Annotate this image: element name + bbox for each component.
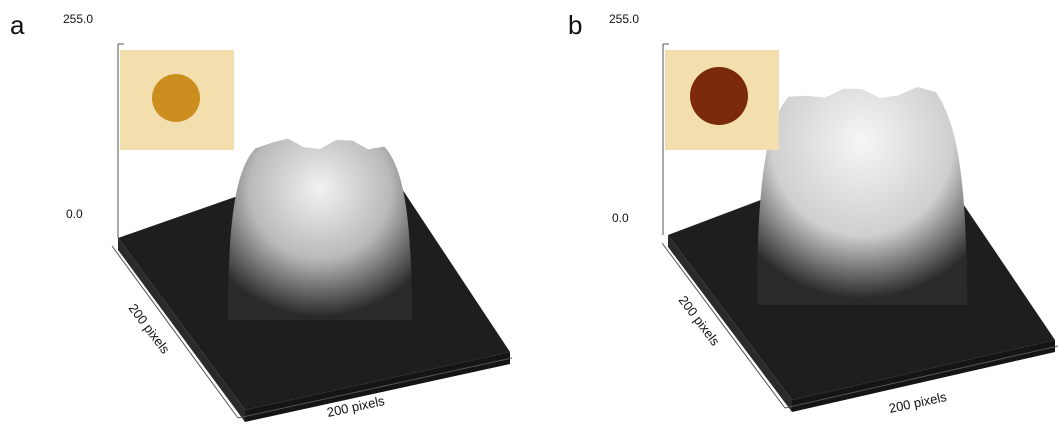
y-axis-line [111, 245, 239, 419]
z-min-label: 0.0 [66, 207, 83, 221]
stained-dot [690, 67, 748, 125]
inset-photo [665, 50, 779, 150]
panel-b: b 255.0 0.0 200 pixels 200 pixels [550, 0, 1060, 427]
inset-photo [120, 50, 234, 150]
z-max-label: 255.0 [609, 12, 640, 26]
z-min-label: 0.0 [612, 211, 629, 225]
x-dimension-label: 200 pixels [888, 389, 949, 416]
surface-base-side [118, 238, 245, 422]
surface-plot: 200 pixels 200 pixels [111, 43, 513, 422]
surface-plot: 200 pixels 200 pixels [661, 43, 1059, 416]
surface-peak [757, 87, 967, 305]
surface-peak [228, 138, 412, 320]
surface-base-front [792, 340, 1055, 412]
panel-letter: b [568, 10, 583, 40]
surface-base-side [668, 235, 792, 412]
panel-letter: a [10, 10, 25, 40]
y-axis-line [661, 242, 786, 409]
x-axis-line [237, 357, 513, 419]
x-axis-line [784, 345, 1059, 409]
z-max-label: 255.0 [63, 12, 94, 26]
inset-image [120, 50, 234, 150]
inset-image [665, 50, 779, 150]
panel-a: a 255.0 0.0 200 pixels 200 pixels [10, 10, 513, 422]
stained-dot [152, 74, 200, 122]
